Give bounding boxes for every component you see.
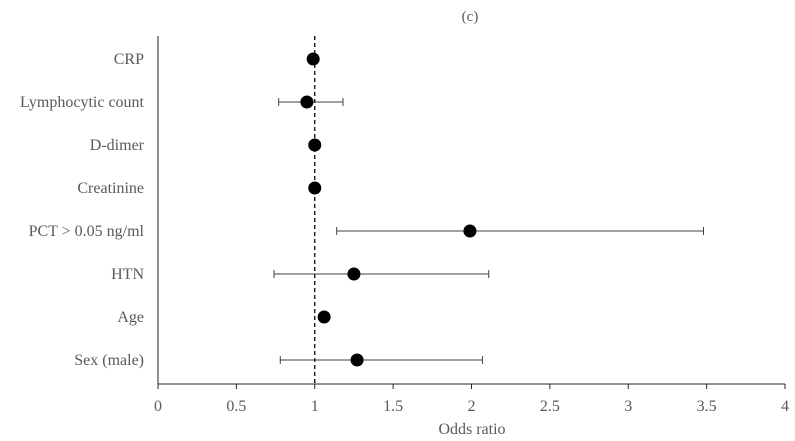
odds-ratio-point (350, 353, 364, 367)
data-marks (273, 52, 704, 367)
odds-ratio-point (306, 52, 320, 66)
y-category-label: Age (117, 309, 144, 326)
y-category-label: Creatinine (77, 180, 144, 197)
odds-ratio-point (300, 95, 314, 109)
x-tick-label: 3 (624, 398, 632, 415)
x-axis-ticks: 0 0.5 1 1.5 2 2.5 3 3.5 4 (154, 384, 789, 415)
odds-ratio-point (317, 310, 331, 324)
odds-ratio-point (308, 181, 322, 195)
x-tick-label: 1 (311, 398, 319, 415)
y-category-label: Lymphocytic count (20, 94, 145, 111)
x-tick-label: 2 (468, 398, 476, 415)
x-tick-label: 0 (154, 398, 162, 415)
y-axis-labels: CRP Lymphocytic count D-dimer Creatinine PCT… (20, 51, 145, 369)
x-tick-label: 2.5 (540, 398, 560, 415)
y-category-label: HTN (111, 266, 144, 283)
odds-ratio-point (463, 224, 477, 238)
y-category-label: CRP (114, 51, 144, 68)
subplot-label: (c) (462, 9, 479, 25)
x-tick-label: 3.5 (697, 398, 717, 415)
odds-ratio-point (347, 267, 361, 281)
x-tick-label: 4 (781, 398, 789, 415)
y-category-label: D-dimer (90, 137, 145, 154)
x-tick-label: 0.5 (226, 398, 246, 415)
x-tick-label: 1.5 (383, 398, 403, 415)
y-category-label: Sex (male) (74, 352, 144, 369)
y-category-label: PCT > 0.05 ng/ml (29, 223, 145, 240)
odds-ratio-point (308, 138, 322, 152)
x-axis-title: Odds ratio (438, 421, 505, 438)
plot-axes (157, 36, 785, 385)
